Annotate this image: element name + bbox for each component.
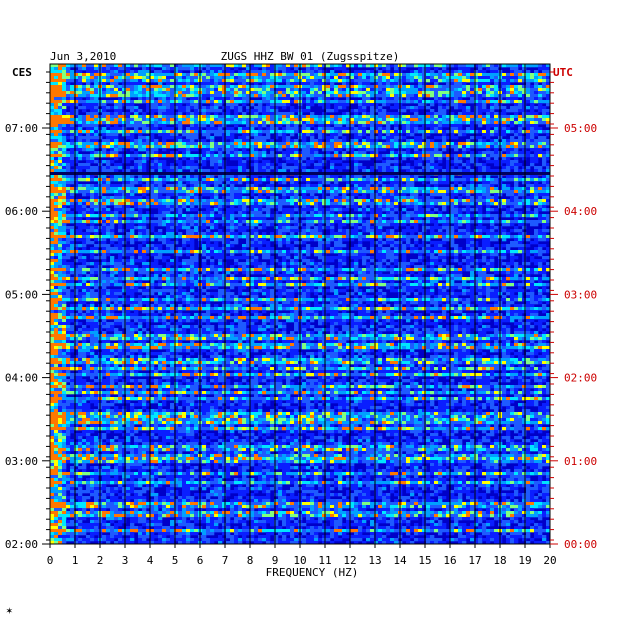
x-tick-label: 19 (518, 554, 531, 567)
y-tick-label-right: 05:00 (564, 122, 597, 135)
x-tick-label: 20 (543, 554, 556, 567)
x-axis-label: FREQUENCY (HZ) (266, 566, 359, 579)
y-axis-right-ticks: 05:00 04:00 03:00 02:00 01:00 00:00 (550, 71, 597, 551)
x-tick-label: 1 (72, 554, 79, 567)
y-tick-label-right: 03:00 (564, 288, 597, 301)
x-tick-label: 8 (247, 554, 254, 567)
y-tick-label-left: 02:00 (5, 538, 38, 551)
x-tick-label: 4 (147, 554, 154, 567)
y-tick-label-left: 06:00 (5, 205, 38, 218)
y-tick-label-left: 05:00 (5, 288, 38, 301)
x-tick-label: 10 (293, 554, 306, 567)
x-tick-label: 17 (468, 554, 481, 567)
chart-title: ZUGS HHZ BW 01 (Zugsspitze) (221, 50, 400, 63)
x-tick-label: 12 (343, 554, 356, 567)
x-axis-ticks: 0 1 2 3 4 5 6 7 8 9 10 11 12 13 14 15 16 17 18 19 20 (47, 544, 557, 567)
x-tick-label: 15 (418, 554, 431, 567)
x-tick-label: 9 (272, 554, 279, 567)
x-tick-label: 13 (368, 554, 381, 567)
chart-date: Jun 3,2010 (50, 50, 116, 63)
x-tick-label: 7 (222, 554, 229, 567)
y-tick-label-right: 02:00 (564, 372, 597, 385)
y-tick-label-left: 03:00 (5, 455, 38, 468)
x-tick-label: 11 (318, 554, 331, 567)
x-tick-label: 14 (393, 554, 407, 567)
x-tick-label: 18 (493, 554, 506, 567)
footer-mark: ✶ (6, 604, 13, 617)
y-axis-left-ticks: 07:00 06:00 05:00 04:00 03:00 02:00 (5, 71, 50, 551)
x-tick-label: 5 (172, 554, 179, 567)
x-tick-label: 6 (197, 554, 204, 567)
x-tick-label: 0 (47, 554, 54, 567)
y-tick-label-right: 04:00 (564, 205, 597, 218)
left-timezone-label: CES (12, 66, 32, 79)
x-tick-label: 3 (122, 554, 129, 567)
x-tick-label: 2 (97, 554, 104, 567)
y-tick-label-right: 00:00 (564, 538, 597, 551)
y-tick-label-left: 07:00 (5, 122, 38, 135)
right-timezone-label: UTC (553, 66, 573, 79)
grid-lines (49, 63, 551, 545)
x-tick-label: 16 (443, 554, 456, 567)
y-tick-label-left: 04:00 (5, 372, 38, 385)
y-tick-label-right: 01:00 (564, 455, 597, 468)
